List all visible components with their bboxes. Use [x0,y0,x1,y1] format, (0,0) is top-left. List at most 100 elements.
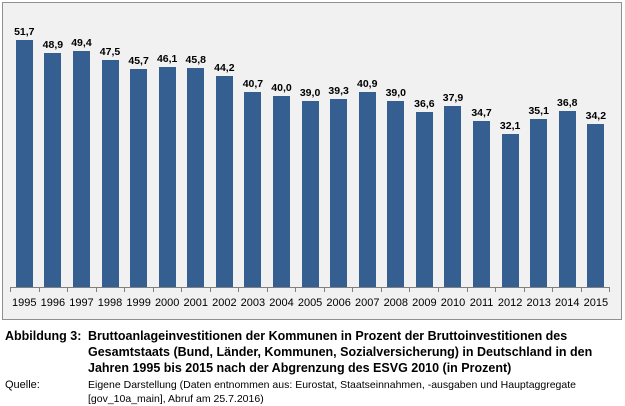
bar-group: 40,9 [353,77,382,287]
bar [272,95,290,287]
axis-tick [95,288,125,292]
axis-tick [523,288,553,292]
x-tick-label: 2002 [212,297,237,309]
bar-value-label: 39,0 [385,86,407,99]
bar-group: 48,9 [39,39,68,287]
bar-value-label: 46,1 [156,52,178,65]
x-tick-label: 2004 [269,297,294,309]
x-tick-label: 2001 [183,297,208,309]
bar-group: 36,8 [553,97,582,287]
axis-tick [209,288,239,292]
x-tick-label: 2011 [469,297,494,309]
bar [473,121,491,287]
axis-tick [124,288,153,292]
x-tick-label: 1996 [40,297,66,309]
axis-tick [437,288,467,292]
axis-tick [380,288,410,292]
bar-group: 51,7 [10,26,39,287]
x-tick-label: 1999 [126,297,151,309]
caption-title-row: Abbildung 3: Bruttoanlageinvestitionen d… [5,328,620,376]
x-tick-label: 2007 [354,297,380,309]
x-tick-label: 2005 [297,297,323,309]
bar [15,39,33,287]
bar-group: 45,7 [124,55,153,287]
x-axis-labels: 1995 1996 1997 1998 1999 2000 2001 2002 2003 2004… [10,297,610,310]
bar-value-label: 45,8 [185,54,206,67]
bar-value-label: 44,2 [214,61,235,74]
bar-value-label: 36,8 [557,97,578,110]
bar-value-label: 32,1 [499,119,521,132]
axis-tick [552,288,581,292]
bar [530,119,548,287]
axis-tick [67,288,96,292]
bar-group: 40,7 [239,78,268,287]
bar [444,105,462,287]
axis-tick [181,288,210,292]
bar [101,59,119,287]
bar-group: 34,7 [467,107,496,287]
bar-value-label: 37,9 [442,91,464,104]
bar-value-label: 36,6 [414,98,435,111]
bar-value-label: 45,7 [128,54,149,67]
bar [587,123,605,287]
x-tick-label: 1997 [69,297,94,309]
axis-tick [495,288,524,292]
x-tick-label: 1995 [12,297,37,309]
bar [244,92,262,287]
bar-group: 49,4 [67,37,96,287]
bar-value-label: 40,0 [271,81,292,94]
bar-group: 44,2 [210,62,239,287]
bar [558,111,576,287]
bar-value-label: 39,3 [328,85,349,98]
bar-value-label: 35,1 [528,105,549,118]
axis-tick [352,288,381,292]
bar-value-label: 34,7 [471,107,492,120]
bar-group: 45,8 [181,54,210,287]
bar [501,133,519,287]
bar-value-label: 49,4 [71,36,92,49]
x-tick-label: 2013 [526,297,551,309]
bar-group: 46,1 [153,53,182,287]
bar [330,99,348,287]
bar [130,68,148,287]
bar [44,53,62,287]
x-tick-label: 2012 [497,297,523,309]
axis-tick [580,288,611,292]
bar-group: 39,3 [324,85,353,287]
x-tick-label: 2015 [583,297,609,309]
bar [301,100,319,287]
x-tick-label: 1998 [97,297,123,309]
x-tick-label: 2003 [240,297,266,309]
bar [158,66,176,287]
bar-group: 32,1 [496,120,525,287]
bar [187,68,205,287]
bar-chart: 51,7 48,9 49,4 47,5 45,7 46,1 45,8 44,2 40,7 40,0… [2,2,622,320]
x-tick-label: 2006 [326,297,351,309]
bar-value-label: 40,9 [357,77,378,90]
bar-group: 34,2 [582,110,611,287]
source-text: Eigene Darstellung (Daten entnommen aus:… [88,379,576,405]
x-tick-label: 2008 [383,297,409,309]
axis-tick [266,288,296,292]
axis-tick [10,288,39,292]
bar-group: 47,5 [96,46,125,287]
source-label: Quelle: [5,379,40,391]
bar-value-label: 39,0 [299,86,321,99]
bar-group: 40,0 [267,82,296,287]
bar-value-label: 51,7 [14,25,35,38]
bar-value-label: 34,2 [585,109,607,122]
bar-group: 36,6 [410,98,439,287]
axis-tick [38,288,68,292]
x-axis-line [10,287,611,292]
bar-group: 39,0 [382,87,411,287]
axis-tick [295,288,324,292]
bar-value-label: 47,5 [99,45,121,58]
x-tick-label: 2014 [555,297,580,309]
axis-tick [323,288,353,292]
caption-source-row: Quelle: Eigene Darstellung (Daten entnom… [5,378,620,406]
plot-area: 51,7 48,9 49,4 47,5 45,7 46,1 45,8 44,2 40,7 40,0… [10,3,611,319]
bars-row: 51,7 48,9 49,4 47,5 45,7 46,1 45,8 44,2 40,7 40,0… [10,3,610,287]
bar [215,75,233,287]
axis-tick [466,288,496,292]
